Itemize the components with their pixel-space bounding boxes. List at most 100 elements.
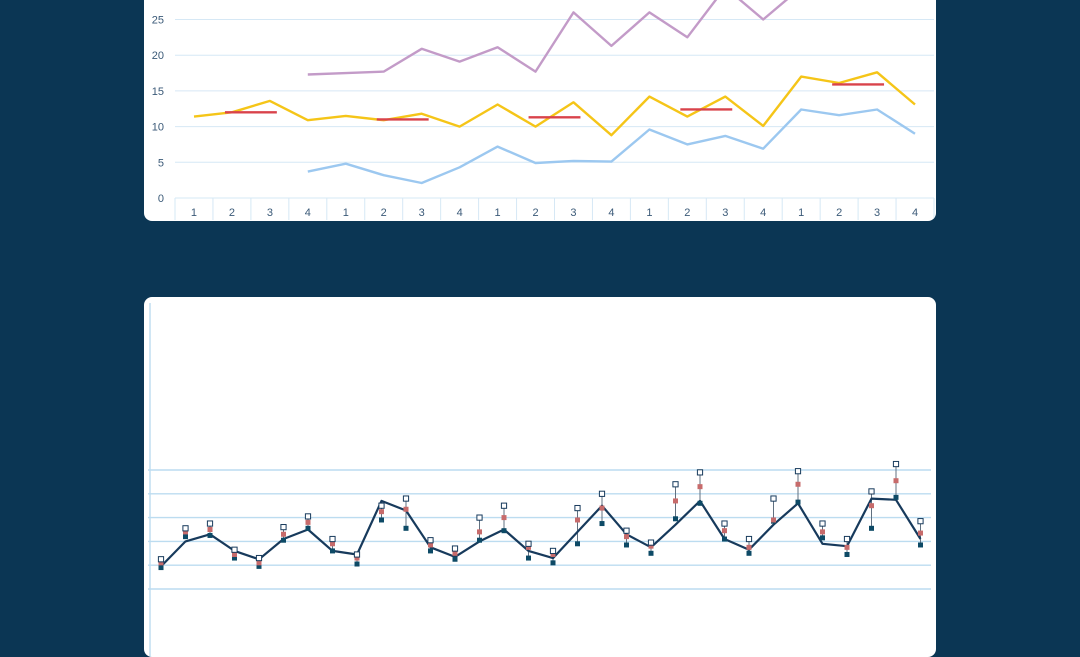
gridlines [174,19,935,220]
marker-red [428,542,433,548]
marker-dark [869,525,874,531]
x-tick-label: 4 [305,207,311,219]
marker-red [477,529,482,535]
marker-open [672,481,679,488]
x-tick-label: 1 [646,207,652,219]
x-tick-label: 4 [912,207,918,219]
marker-open [427,537,434,544]
marker-open [794,468,802,475]
marker-dark [918,542,923,548]
series-line [160,497,922,568]
marker-red [673,498,678,504]
marker-dark [624,542,629,548]
marker-dark [526,555,531,561]
marker-open [574,504,581,512]
marker-red [820,529,825,535]
marker-open [402,495,410,502]
marker-dark [550,560,556,566]
marker-dark [207,532,213,538]
marker-open [231,546,238,553]
x-tick-label: 1 [191,207,197,219]
marker-red [158,560,164,566]
series-red-markers [158,478,923,566]
marker-red [354,555,360,561]
series-line [193,71,916,137]
marker-red [771,517,776,523]
x-tick-label: 2 [229,207,235,219]
marker-red [183,529,188,535]
marker-red [599,505,605,511]
line-chart-bottom [148,303,931,657]
marker-red [918,530,923,536]
marker-red [648,543,654,549]
marker-open [819,520,826,527]
x-tick-label: 1 [343,207,349,219]
marker-open [451,545,459,552]
marker-red [869,503,874,509]
marker-open [525,540,532,547]
x-tick-label: 4 [760,207,766,219]
y-tick-label: 10 [152,122,164,134]
y-tick-label: 25 [152,15,164,27]
marker-open [182,525,189,532]
gridlines [148,303,931,657]
marker-dark [746,550,752,556]
marker-red [575,517,580,523]
marker-dark [795,499,801,505]
marker-red [697,484,703,490]
x-tick-label: 1 [798,207,804,219]
marker-red [281,531,286,537]
marker-open [868,488,875,495]
chart-card-top: 0 5 10 15 20 25 1 2 3 4 1 2 3 4 1 2 3 4 1 2 3 4 1 2 3 4 [144,0,936,221]
y-tick-label: 5 [158,157,164,169]
marker-open [647,539,655,546]
x-tick-label: 2 [532,207,538,219]
marker-open [206,520,214,527]
x-tick-label: 1 [495,207,501,219]
marker-dark [281,537,286,543]
marker-red [746,544,752,550]
marker-dark [673,516,678,522]
marker-open [255,554,263,562]
marker-dark [697,500,703,506]
marker-dark [232,555,237,561]
marker-dark [305,525,311,531]
x-tick-label: 3 [874,207,880,219]
series-open-markers [157,460,924,563]
marker-red [624,534,629,540]
series-dark-markers [158,494,923,571]
marker-open [721,520,728,527]
marker-dark [330,548,335,554]
marker-open [378,502,385,509]
marker-open [745,535,753,543]
y-tick-label: 0 [158,193,164,205]
marker-dark [379,517,384,523]
chart-card-bottom [144,297,936,657]
y-axis-ticks: 0 5 10 15 20 25 [152,15,164,206]
marker-open [500,502,508,509]
x-tick-label: 3 [570,207,576,219]
marker-open [843,535,851,543]
line-chart-top: 0 5 10 15 20 25 1 2 3 4 1 2 3 4 1 2 3 4 1 2 3 4 1 2 3 4 [152,0,935,220]
marker-red [501,515,507,521]
series-1 [307,0,789,76]
marker-red [844,544,850,550]
x-tick-label: 4 [608,207,614,219]
x-tick-label: 3 [722,207,728,219]
marker-dark [722,536,727,542]
x-tick-label: 3 [419,207,425,219]
x-tick-label: 2 [836,207,842,219]
marker-open [696,469,704,476]
marker-red [379,509,384,515]
marker-open [329,535,336,543]
marker-open [280,524,287,531]
marker-dark [428,548,433,554]
series-line [307,0,789,76]
marker-open [157,556,165,563]
marker-dark [477,537,482,543]
marker-red [526,544,531,550]
marker-dark [893,494,899,500]
marker-open [917,518,924,525]
marker-dark [403,525,409,531]
marker-open [353,551,361,558]
